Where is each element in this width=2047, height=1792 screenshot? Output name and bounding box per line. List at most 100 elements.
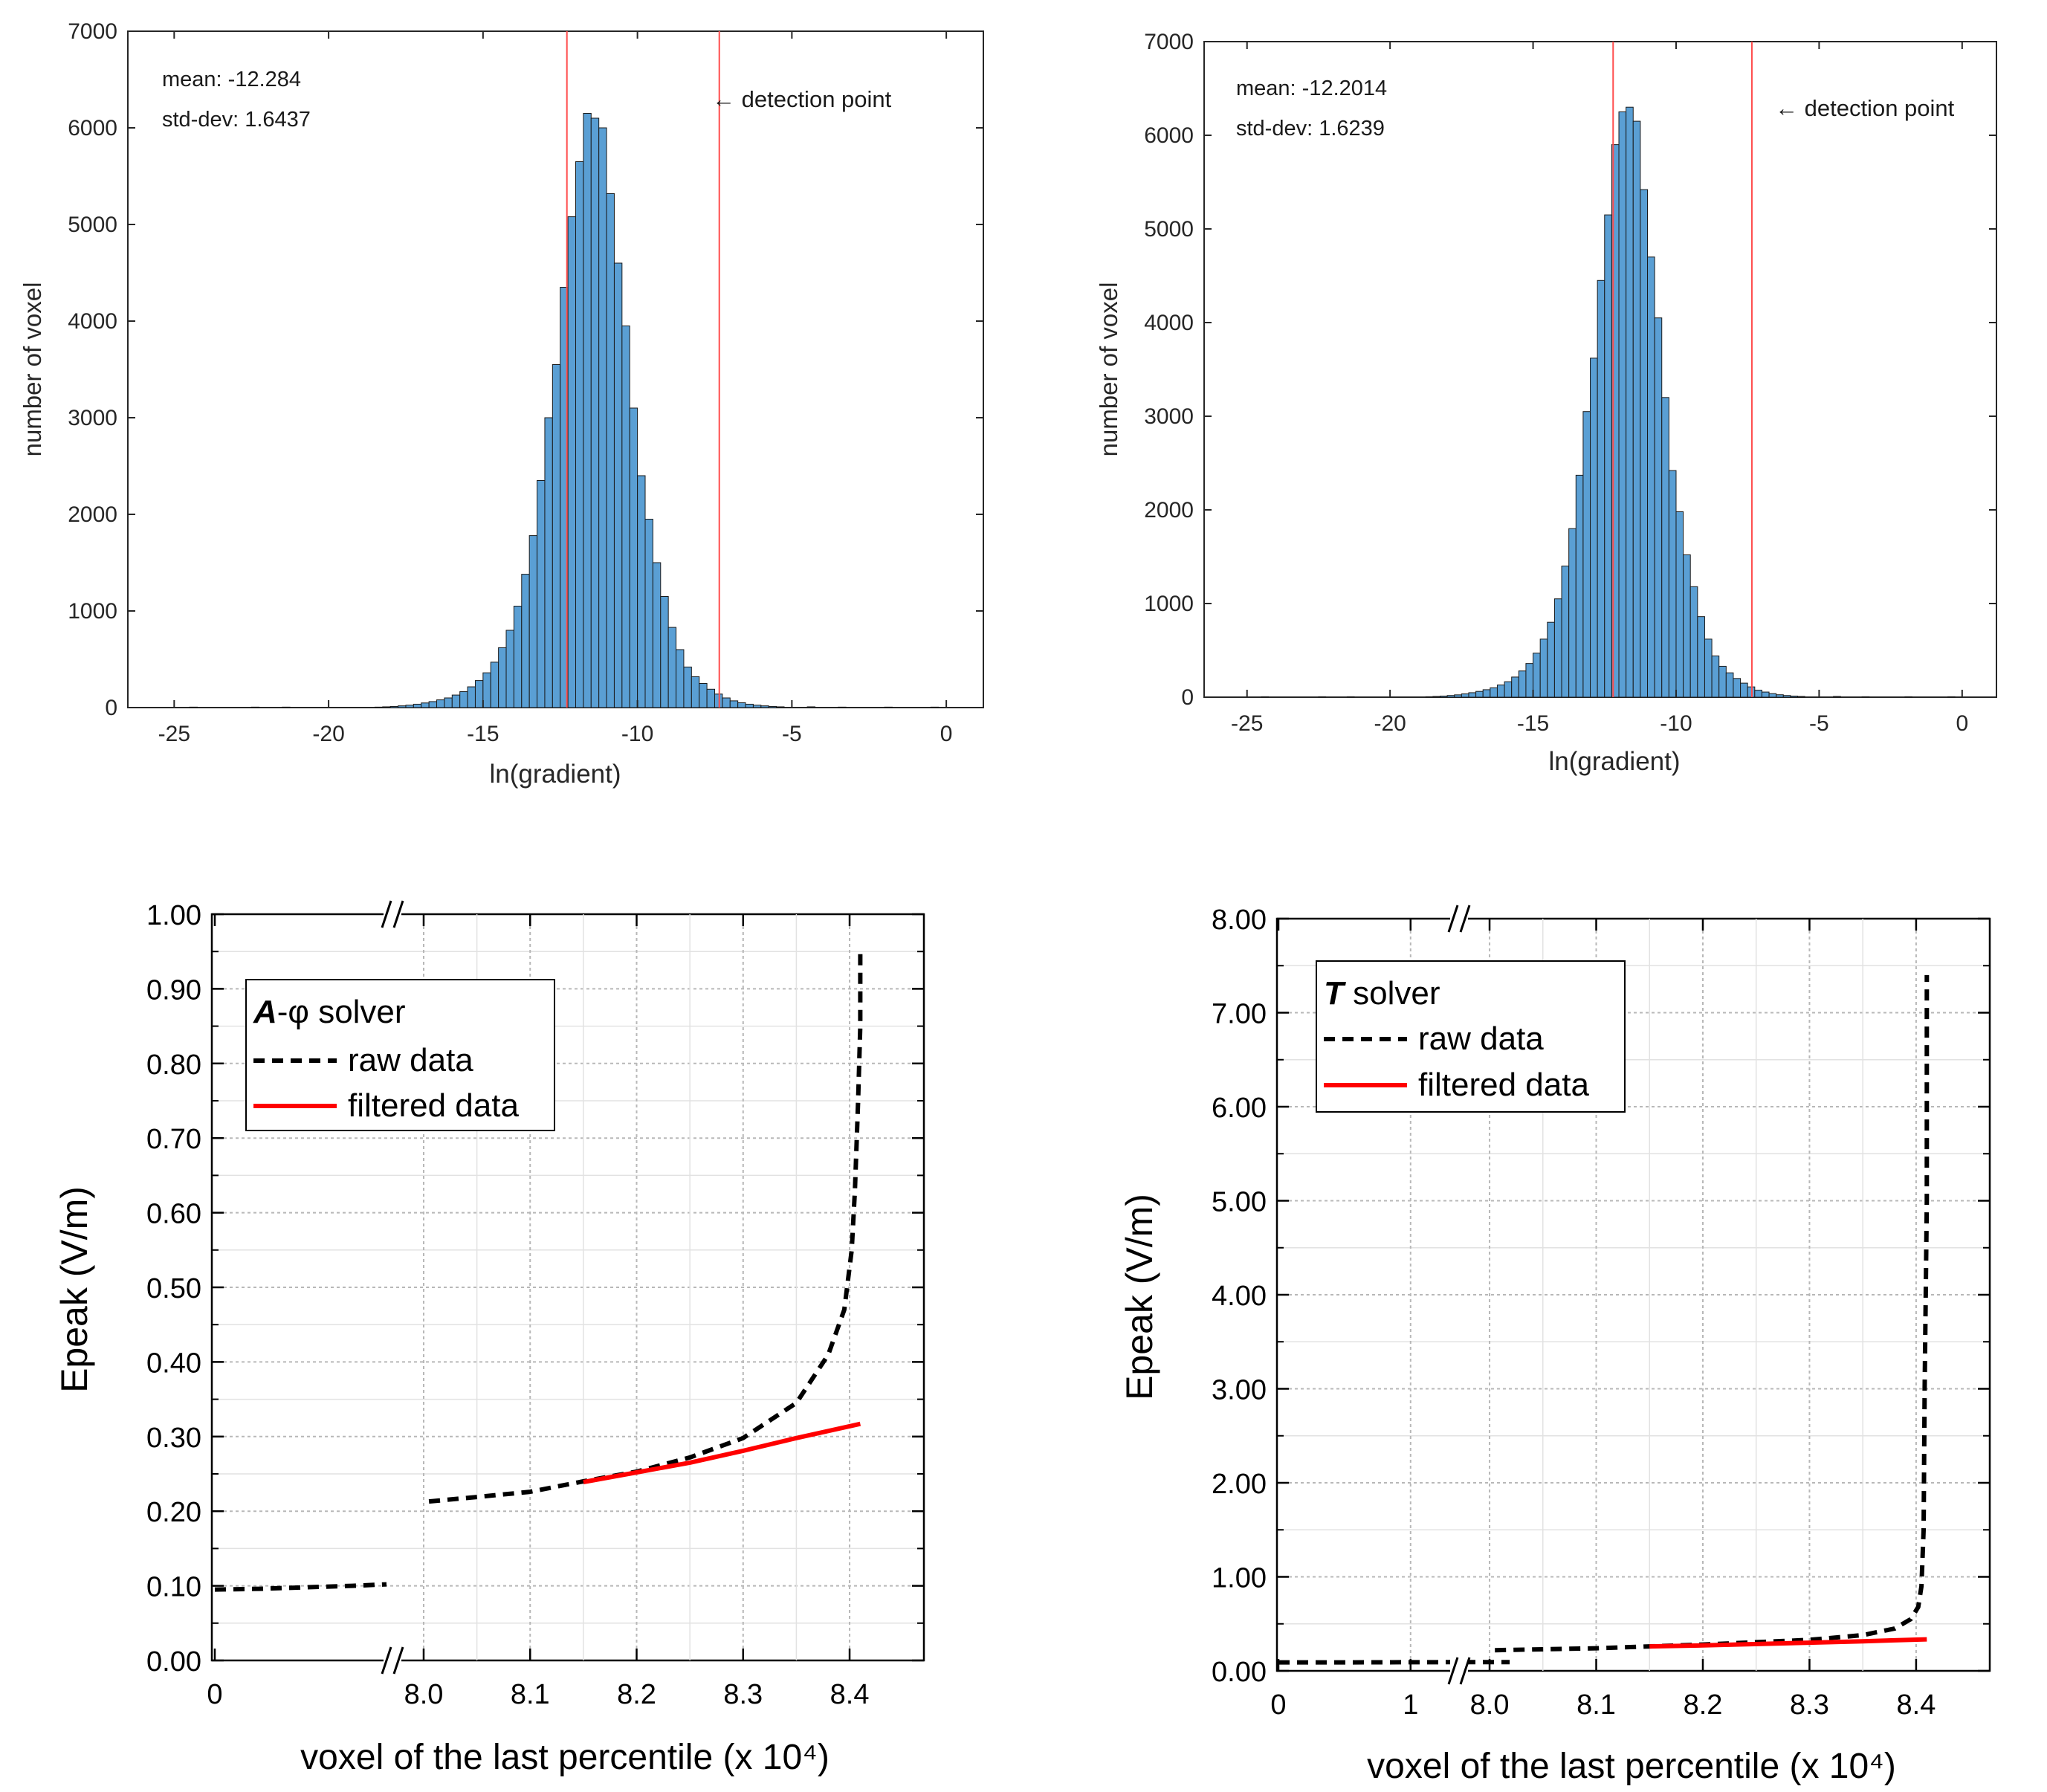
detection-annotation: ← detection point [1775,95,1955,121]
axis-break-mark [1447,905,1459,933]
std-annotation: std-dev: 1.6437 [162,108,311,132]
legend: A-φ solver raw data filtered data [245,979,555,1131]
histogram-bar [621,326,630,708]
histogram-bar [606,193,615,708]
legend-title: T solver [1324,975,1440,1012]
histogram-bar [1468,692,1477,698]
histogram-bar [1346,696,1355,698]
x-tick-label: -5 [1809,711,1829,736]
x-tick-label: -25 [158,722,190,746]
y-tick-label: 4.00 [1212,1281,1267,1312]
y-tick-label: 1.00 [146,900,201,931]
histogram-bar [436,699,445,708]
y-tick-label: 1000 [68,599,117,624]
y-tick-label: 7000 [68,19,117,44]
y-tick-label: 5000 [68,213,117,237]
x-tick-label: 0 [1956,711,1968,736]
legend-filtered-label: filtered data [348,1087,519,1124]
histogram-bar [1697,616,1705,698]
y-axis-label: Epeak (V/m) [54,1186,95,1393]
x-tick-label: -10 [621,722,653,746]
histogram-bar [691,676,700,708]
y-tick-label: 0.60 [146,1199,201,1230]
raw-data-line-segment-2 [1495,974,1930,1653]
legend-title-bold: A [253,994,277,1030]
histogram-bar [1646,256,1655,698]
histogram-bar [745,703,754,708]
y-tick-label: 6.00 [1212,1093,1267,1124]
histogram-bar [459,691,468,708]
histogram-bar [444,697,453,708]
histogram-bar [1568,528,1577,698]
histogram-bar [644,519,653,708]
histogram-bar [930,706,940,708]
histogram-bar [474,680,484,708]
histogram-bar [1511,676,1519,698]
x-tick-label: 8.4 [1897,1689,1936,1721]
histogram-bar [382,706,391,708]
histogram-bar [1475,690,1484,698]
x-axis-label: ln(gradient) [489,760,621,789]
histogram-bar [1425,696,1434,698]
histogram-bar [575,161,584,708]
histogram-bar [637,475,646,708]
histogram-bar [1518,670,1527,698]
histogram-bar [189,706,198,708]
axis-break-mark [1459,905,1471,933]
histogram-bar [1547,621,1555,698]
histogram-bar [250,706,260,708]
histogram-bar [806,706,816,708]
x-tick-label: 8.2 [1684,1689,1723,1721]
legend-title-rest: -φ solver [277,994,406,1030]
histogram-bar [1797,696,1805,698]
filtered-data-line-segment-2 [1649,1637,1927,1649]
x-axis-label: ln(gradient) [1548,747,1680,776]
filtered-data-line-segment-2 [583,1421,861,1484]
histogram-bar [1618,111,1627,698]
line-chart-panel-left: 0.00 0.10 0.20 0.30 0.40 0.50 0.60 0.70 0.80 0.90… [54,900,925,1777]
x-tick-label: -20 [312,722,344,746]
histogram-bar [1632,120,1641,698]
y-tick-label: 0.40 [146,1348,201,1379]
x-tick-label: -15 [1517,711,1549,736]
histogram-bar [706,688,715,708]
histogram-bar [1533,653,1541,698]
mean-annotation: mean: -12.2014 [1236,77,1387,100]
histogram-bar [428,701,438,708]
histogram-bar [722,697,731,708]
x-tick-label: 0 [207,1679,222,1710]
histogram-bar [1539,638,1548,698]
histogram-bar [676,649,685,708]
histogram-bar [1754,690,1762,698]
histogram-bar [1432,696,1440,698]
y-axis-label: Epeak (V/m) [1119,1194,1160,1400]
x-tick-label: 8.0 [404,1679,444,1710]
histogram-bar [699,683,708,708]
histogram-bar [521,574,530,708]
histogram-bar [652,562,662,708]
y-tick-label: 2.00 [1212,1469,1267,1500]
histogram-bar [660,596,669,708]
histogram-bar [1597,279,1605,698]
y-tick-label: 1000 [1144,592,1194,616]
histogram-bar [467,686,476,708]
y-tick-label: 5.00 [1212,1187,1267,1218]
histogram-bar [1626,106,1634,698]
histogram-bar [413,703,422,708]
mean-annotation: mean: -12.284 [162,68,301,91]
histogram-bar [590,117,600,708]
x-tick-label: 8.2 [617,1679,656,1710]
histogram-bar [1683,554,1691,698]
y-tick-label: 2000 [68,502,117,527]
histogram-bar [629,407,638,708]
histogram-bar [1740,682,1748,698]
histogram-bar [1776,694,1784,698]
histogram-bar [1761,691,1770,698]
y-tick-label: 3000 [1144,404,1194,429]
histogram-bar [683,666,692,708]
y-tick-label: 0 [105,696,117,720]
histogram-bar [567,216,577,708]
histogram-bar [1525,663,1534,698]
histogram-bar [1675,511,1684,698]
